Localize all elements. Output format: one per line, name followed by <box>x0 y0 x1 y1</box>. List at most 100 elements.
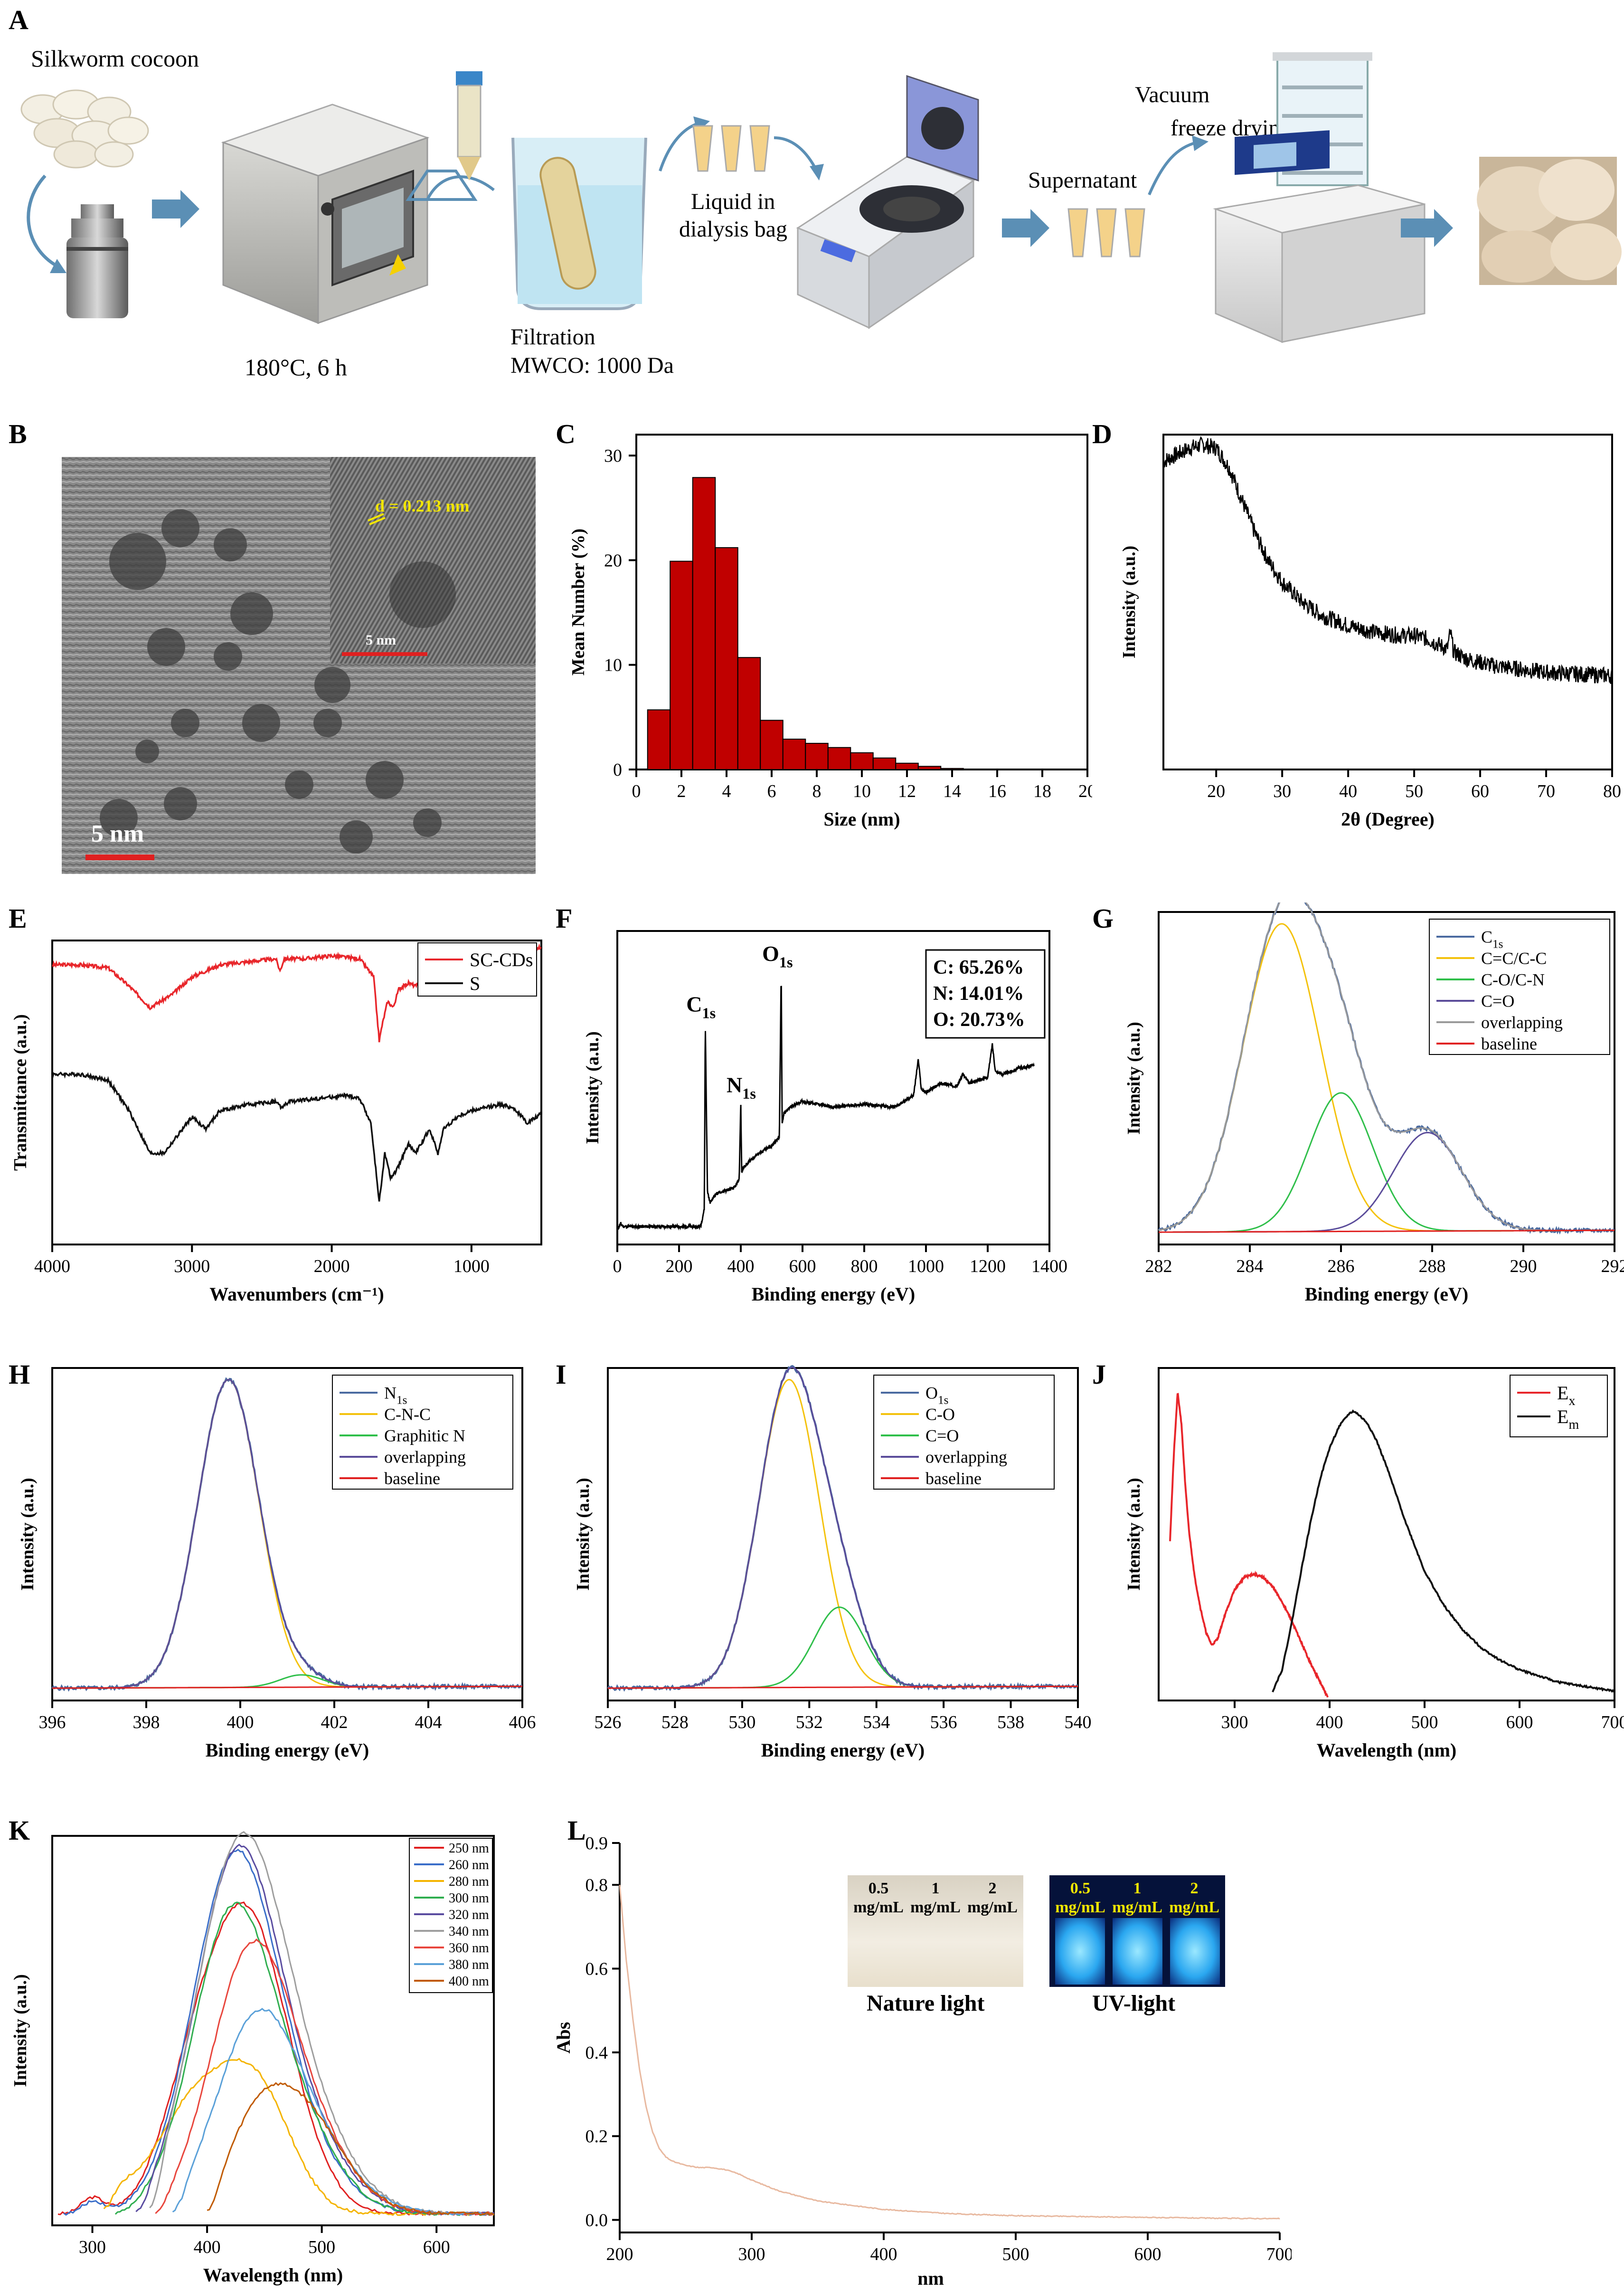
x-axis-label: Binding energy (eV) <box>761 1739 925 1761</box>
vacuum-label: Vacuum <box>1135 82 1209 107</box>
x-tick-label: 526 <box>595 1712 622 1732</box>
x-axis-label: Binding energy (eV) <box>1305 1283 1468 1305</box>
x-axis-label: Binding energy (eV) <box>206 1739 369 1761</box>
oven-icon <box>221 104 430 324</box>
legend-label: S <box>470 973 480 994</box>
x-tick-label: 500 <box>1411 1712 1438 1732</box>
x-tick-label: 20 <box>1078 781 1092 801</box>
x-tick-label: 10 <box>853 781 871 801</box>
x-tick-label: 6 <box>767 781 776 801</box>
legend-label: overlapping <box>925 1448 1007 1467</box>
arrow-right-icon <box>152 190 199 228</box>
histogram-bar <box>850 752 874 770</box>
xps-series-line <box>1159 1229 1615 1233</box>
uv-unit-3: mg/mL <box>1169 1899 1219 1916</box>
x-tick-label: 60 <box>1471 781 1489 801</box>
legend-box <box>1510 1375 1608 1437</box>
x-axis-label: Wavelength (nm) <box>1317 1739 1456 1761</box>
y-tick-label: 20 <box>604 551 622 570</box>
x-tick-label: 286 <box>1328 1256 1355 1276</box>
x-tick-label: 30 <box>1273 781 1291 801</box>
x-tick-label: 300 <box>79 2237 106 2257</box>
x-tick-label: 600 <box>789 1256 816 1276</box>
nl-unit-2: mg/mL <box>910 1899 961 1916</box>
plot-frame <box>51 1835 495 2226</box>
x-tick-label: 534 <box>863 1712 890 1732</box>
mwco-label: MWCO: 1000 Da <box>510 353 674 378</box>
x-axis-label: Binding energy (eV) <box>752 1283 915 1305</box>
y-tick-label: 0.0 <box>585 2211 608 2231</box>
absorbance-curve <box>619 1885 1280 2220</box>
x-tick-label: 288 <box>1419 1256 1446 1276</box>
axes: 396 398 400 402 404 406 Binding energy (eV) Int… <box>18 1367 536 1761</box>
tem-micrograph: d = 0.213 nm 5 nm 5 nm <box>62 457 536 874</box>
x-tick-label: 500 <box>1002 2244 1029 2264</box>
beaker-icon <box>511 137 647 310</box>
silkworm-cocoon-label: Silkworm cocoon <box>31 45 199 72</box>
axes: 0 200 400 600 800 1000 1200 1400 Binding energy … <box>583 930 1067 1305</box>
y-axis-label: Intensity (a.u.) <box>583 1031 603 1144</box>
x-tick-label: 1000 <box>908 1256 944 1276</box>
histogram-bar <box>692 477 716 770</box>
legend: SC-CDs S <box>425 949 533 994</box>
y-tick-label: 30 <box>604 446 622 466</box>
x-tick-label: 396 <box>39 1712 66 1732</box>
plot-frame <box>1162 434 1613 770</box>
x-tick-label: 600 <box>423 2237 450 2257</box>
legend-label: N1s <box>384 1384 407 1407</box>
axes: 300 400 500 600 Wavelength (nm) Intensity (a.… <box>10 1835 495 2286</box>
scheme-drawing: Filtration MWCO: 1000 Da Liquid in dialy… <box>20 45 1622 380</box>
d-spacing-label: d = 0.213 nm <box>375 496 470 515</box>
chart-c-size-histogram: 0 2 4 6 8 10 12 14 16 18 20 Size (nm) Mean Number (%… <box>568 434 1092 830</box>
legend-label: C-O/C-N <box>1481 970 1545 989</box>
arrow-right-icon <box>1002 209 1049 247</box>
pl-series-line <box>1272 1409 1615 1693</box>
histogram-bar <box>760 720 784 770</box>
nl-unit-3: mg/mL <box>967 1899 1018 1916</box>
plot-frame <box>51 1367 523 1701</box>
powder-photo <box>1477 157 1622 285</box>
x-tick-label: 0 <box>632 781 641 801</box>
xps-series-line <box>52 1685 522 1689</box>
uv-unit-1: mg/mL <box>1055 1899 1105 1916</box>
legend-label: 360 nm <box>449 1941 489 1956</box>
legend-label: O1s <box>925 1384 948 1407</box>
y-axis-label: Mean Number (%) <box>568 529 588 676</box>
x-tick-label: 600 <box>1506 1712 1533 1732</box>
x-tick-label: 400 <box>1316 1712 1343 1732</box>
composition-text: C: 65.26% <box>933 957 1024 978</box>
filtration-label: Filtration <box>510 324 595 350</box>
y-tick-label: 0.8 <box>585 1875 608 1895</box>
x-tick-label: 292 <box>1601 1256 1624 1276</box>
legend-label: 280 nm <box>449 1874 489 1889</box>
panel-label-c: C <box>556 418 576 449</box>
legend-label: C=C/C-C <box>1481 949 1547 968</box>
plot-frame <box>1158 911 1615 1245</box>
x-tick-label: 400 <box>227 1712 254 1732</box>
o1s-annotation: O1s <box>762 941 793 971</box>
x-tick-label: 2 <box>677 781 686 801</box>
uv-conc-1: 0.5 <box>1070 1880 1091 1897</box>
x-tick-label: 200 <box>666 1256 693 1276</box>
chart-g-xps-c1s: 282 284 286 288 290 292 Binding energy (eV) Int… <box>1124 902 1624 1305</box>
legend-box <box>1429 919 1610 1055</box>
plot-frame <box>607 1367 1079 1701</box>
inset-scale-label: 5 nm <box>366 632 396 648</box>
pl-series-line <box>1169 1393 1329 1698</box>
x-tick-label: 4000 <box>34 1256 70 1276</box>
y-axis-label: Intensity (a.u.) <box>1124 1022 1144 1135</box>
xrd-curve <box>1162 436 1613 684</box>
x-tick-label: 200 <box>606 2244 633 2264</box>
plot-frame <box>51 940 542 1245</box>
x-tick-label: 500 <box>308 2237 335 2257</box>
plot-frame <box>1158 1367 1615 1701</box>
y-tick-label: 0.4 <box>585 2043 608 2063</box>
micro-tubes-icon <box>692 125 770 172</box>
y-tick-label: 0.6 <box>585 1959 608 1979</box>
chart-k-excitation-dependent: 300 400 500 600 Wavelength (nm) Intensity (a.… <box>10 1831 495 2286</box>
x-tick-label: 14 <box>943 781 961 801</box>
x-tick-label: 4 <box>722 781 731 801</box>
x-tick-label: 1400 <box>1031 1256 1067 1276</box>
x-tick-label: 16 <box>988 781 1006 801</box>
legend-label: SC-CDs <box>470 949 533 970</box>
